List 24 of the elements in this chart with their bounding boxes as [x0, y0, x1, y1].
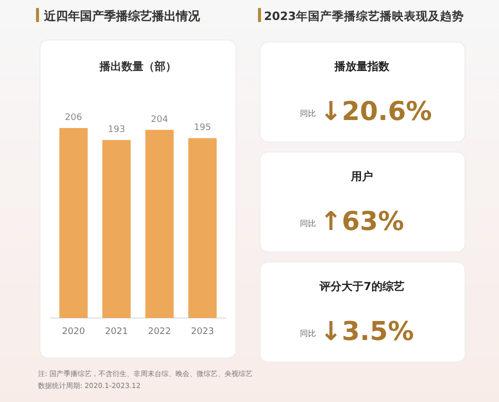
text: 同比: [300, 329, 316, 338]
text: ↓20.6%: [320, 97, 432, 127]
data-label: 204: [150, 114, 168, 125]
category-label: 用户: [350, 170, 373, 183]
data-label: 193: [108, 124, 126, 135]
data-label: 195: [194, 123, 212, 134]
bar: [59, 128, 88, 318]
chart-title: 近四年国产季播综艺播出情况: [43, 9, 201, 23]
category-label: 播放量指数: [334, 60, 390, 73]
x-tick-label: 2021: [105, 327, 128, 337]
chart-subtitle: 播出数量（部）: [98, 60, 176, 73]
x-tick-label: 2020: [62, 327, 86, 337]
text: ↑63%: [320, 207, 404, 237]
x-tick-label: 2023: [191, 327, 214, 337]
x-tick-label: 2022: [148, 327, 171, 337]
category-label: 评分大于7的综艺: [318, 280, 404, 293]
bar: [102, 140, 131, 318]
text: 同比: [300, 109, 316, 118]
bar: [188, 138, 217, 318]
text: ↓3.5%: [320, 317, 414, 347]
data-label: 206: [64, 113, 82, 123]
bar: [145, 130, 174, 318]
text: 2023年国产季播综艺播映表现及趋势: [264, 9, 464, 23]
text: 同比: [300, 219, 316, 228]
